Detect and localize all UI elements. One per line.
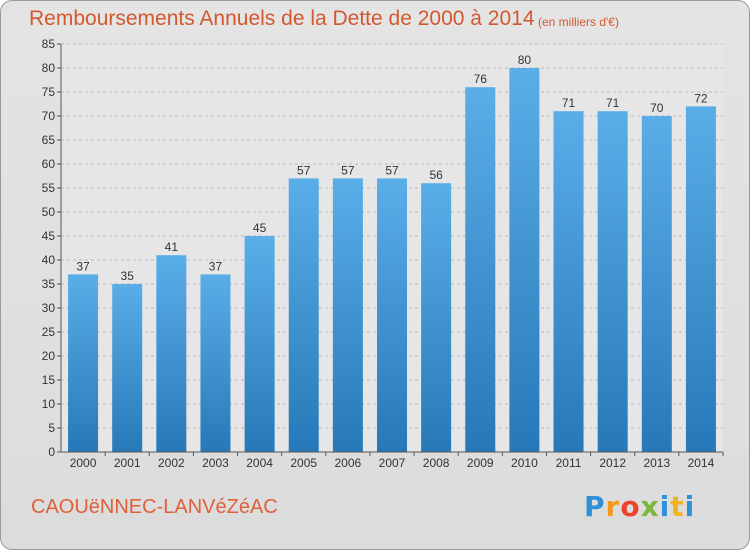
logo-letter: P [584, 490, 606, 523]
x-tick-label: 2000 [70, 456, 97, 470]
bar-2006 [332, 178, 363, 452]
x-tick-label: 2009 [467, 456, 494, 470]
bar-2012 [597, 111, 628, 452]
y-tick-label: 55 [42, 181, 56, 195]
x-tick-label: 2014 [688, 456, 715, 470]
bar-2001 [112, 284, 143, 452]
x-tick-label: 2006 [335, 456, 362, 470]
y-tick-label: 15 [42, 373, 56, 387]
y-axis-ticks: 0 5 10 15 20 25 30 35 40 45 50 55 60 65 70 75 80 85 [42, 37, 61, 459]
y-tick-label: 75 [42, 85, 56, 99]
y-tick-label: 70 [42, 109, 56, 123]
y-tick-label: 10 [42, 397, 56, 411]
x-tick-label: 2004 [246, 456, 273, 470]
x-axis-ticks: 2000 2001 2002 2003 2004 2005 2006 2007 2008 2009… [70, 452, 724, 470]
data-label: 70 [650, 101, 664, 115]
data-label: 71 [562, 96, 576, 110]
logo-letter: i [684, 490, 696, 523]
bar-2005 [288, 178, 319, 452]
y-tick-label: 60 [42, 157, 56, 171]
data-label: 71 [606, 96, 620, 110]
x-tick-label: 2001 [114, 456, 141, 470]
data-label: 56 [429, 168, 443, 182]
x-tick-label: 2011 [556, 456, 582, 470]
bar-2007 [376, 178, 408, 452]
y-tick-label: 45 [42, 229, 56, 243]
data-label: 72 [694, 91, 708, 105]
data-label: 41 [165, 240, 179, 254]
bar-2002 [156, 255, 187, 452]
data-label: 45 [253, 221, 267, 235]
y-tick-label: 30 [42, 301, 56, 315]
x-tick-label: 2007 [379, 456, 406, 470]
logo-letter: o [620, 490, 641, 523]
data-label: 37 [209, 259, 223, 273]
bars [68, 68, 716, 453]
data-label: 35 [121, 269, 135, 283]
bar-2010 [509, 68, 540, 452]
y-tick-label: 25 [42, 325, 56, 339]
x-tick-label: 2002 [158, 456, 185, 470]
chart-subtitle: (en milliers d'€) [538, 15, 619, 29]
data-labels: 37 35 41 37 45 57 57 57 56 76 80 71 71 70 72 [76, 53, 708, 283]
y-tick-label: 0 [48, 445, 55, 459]
y-tick-label: 40 [42, 253, 56, 267]
bar-2003 [200, 274, 231, 452]
logo-letter: r [605, 490, 621, 523]
y-tick-label: 65 [42, 133, 56, 147]
logo-letter: t [670, 490, 685, 523]
proxiti-logo: Proxiti [584, 490, 695, 523]
x-tick-label: 2005 [290, 456, 317, 470]
bar-2000 [68, 274, 99, 452]
x-tick-label: 2012 [599, 456, 626, 470]
x-tick-label: 2003 [202, 456, 229, 470]
x-tick-label: 2013 [643, 456, 670, 470]
y-tick-label: 35 [42, 277, 56, 291]
bar-2009 [465, 87, 496, 452]
bar-2011 [553, 111, 584, 452]
town-name: CAOUëNNEC-LANVéZéAC [31, 496, 278, 518]
data-label: 80 [518, 53, 532, 67]
y-tick-label: 80 [42, 61, 56, 75]
data-label: 76 [474, 72, 488, 86]
chart-title: Remboursements Annuels de la Dette de 20… [29, 7, 535, 30]
y-tick-label: 85 [42, 37, 56, 51]
x-tick-label: 2008 [423, 456, 450, 470]
y-tick-label: 20 [42, 349, 56, 363]
y-tick-label: 50 [42, 205, 56, 219]
x-tick-label: 2010 [511, 456, 538, 470]
data-label: 57 [297, 163, 311, 177]
logo-letter: i [659, 490, 671, 523]
bar-2004 [244, 236, 275, 452]
data-label: 57 [341, 163, 355, 177]
bar-2014 [685, 106, 716, 453]
bar-2008 [421, 183, 452, 452]
y-tick-label: 5 [48, 421, 55, 435]
data-label: 57 [385, 163, 399, 177]
logo-letter: x [640, 490, 660, 523]
bar-2013 [641, 116, 672, 452]
data-label: 37 [76, 259, 90, 273]
